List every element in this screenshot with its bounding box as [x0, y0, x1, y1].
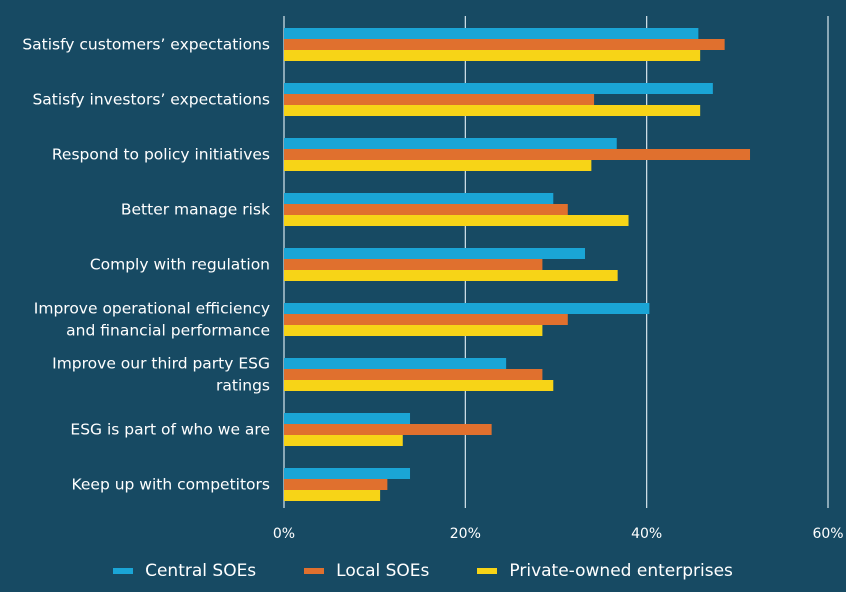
bar	[284, 28, 699, 39]
bar	[284, 83, 713, 94]
bar	[284, 490, 381, 501]
bar	[284, 270, 618, 281]
bar	[284, 149, 751, 160]
bar	[284, 435, 403, 446]
category-label: Satisfy customers’ expectations	[22, 36, 270, 54]
legend-item: Private-owned enterprises	[477, 561, 733, 581]
chart-legend: Central SOEs Local SOEs Private-owned ente…	[0, 556, 846, 586]
category-label: ratings	[216, 377, 270, 395]
category-labels: Satisfy customers’ expectations Satisfy i…	[22, 36, 270, 494]
legend-label: Central SOEs	[145, 561, 257, 581]
x-tick-label: 40%	[631, 526, 662, 542]
bar	[284, 138, 617, 149]
bar	[284, 105, 701, 116]
legend-swatch	[304, 568, 325, 574]
category-label: Keep up with competitors	[71, 476, 270, 494]
category-label: Respond to policy initiatives	[52, 146, 270, 164]
bar	[284, 204, 568, 215]
bar	[284, 314, 568, 325]
bar	[284, 215, 629, 226]
bar	[284, 248, 586, 259]
bar	[284, 325, 543, 336]
bar	[284, 468, 411, 479]
bar	[284, 380, 554, 391]
category-label: Improve our third party ESG	[52, 355, 270, 373]
bar	[284, 94, 595, 105]
bar	[284, 259, 543, 270]
category-label: and financial performance	[66, 322, 270, 340]
bar	[284, 193, 554, 204]
category-label: Better manage risk	[121, 201, 270, 219]
x-tick-label: 0%	[273, 526, 295, 542]
bar	[284, 413, 411, 424]
legend-swatch	[477, 568, 498, 574]
legend-item: Central SOEs	[113, 561, 256, 581]
bar	[284, 50, 701, 61]
bar	[284, 160, 592, 171]
category-label: ESG is part of who we are	[70, 421, 270, 439]
category-label: Comply with regulation	[90, 256, 270, 274]
legend-swatch	[113, 568, 134, 574]
legend-label: Local SOEs	[336, 561, 430, 581]
legend-label: Private-owned enterprises	[509, 561, 733, 581]
bar	[284, 39, 725, 50]
bar	[284, 479, 388, 490]
bar	[284, 303, 650, 314]
x-axis-ticks: 0% 20% 40% 60%	[273, 526, 844, 542]
bar	[284, 358, 507, 369]
bar	[284, 369, 543, 380]
category-label: Improve operational efficiency	[34, 300, 270, 318]
bar	[284, 424, 492, 435]
legend-item: Local SOEs	[304, 561, 429, 581]
bar-series	[284, 28, 751, 501]
category-label: Satisfy investors’ expectations	[32, 91, 270, 109]
x-tick-label: 20%	[450, 526, 481, 542]
x-tick-label: 60%	[812, 526, 843, 542]
